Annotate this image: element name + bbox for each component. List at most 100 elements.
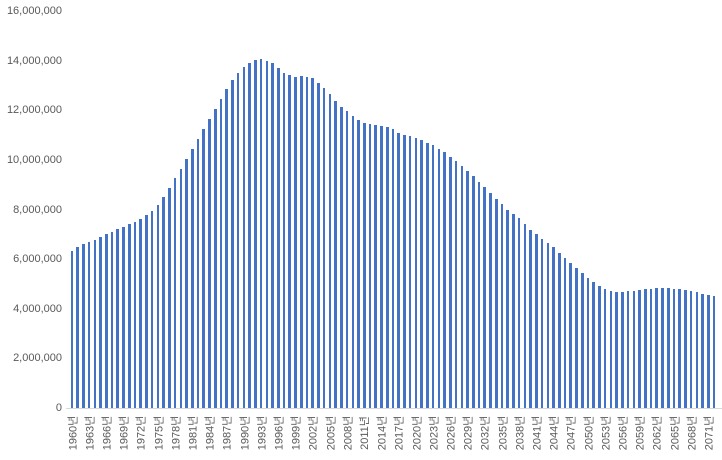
bar xyxy=(345,111,349,408)
bar xyxy=(483,187,487,408)
bar xyxy=(449,156,452,408)
bar xyxy=(426,142,429,408)
bar xyxy=(288,75,292,408)
bar xyxy=(133,221,137,408)
bar xyxy=(259,59,263,408)
bar xyxy=(294,76,297,408)
bar xyxy=(122,226,125,408)
y-tick-label: 6,000,000 xyxy=(13,253,62,266)
bar xyxy=(655,288,659,408)
y-tick-label: 0 xyxy=(55,402,62,414)
bar xyxy=(357,120,360,408)
bar xyxy=(254,60,257,408)
bar xyxy=(305,76,309,408)
bar xyxy=(454,161,458,408)
x-tick-label: 2071년 xyxy=(703,415,716,451)
bar xyxy=(598,285,601,408)
bar xyxy=(552,247,555,408)
bar xyxy=(443,152,446,408)
bar xyxy=(517,218,521,408)
bar xyxy=(477,181,481,408)
bar xyxy=(93,239,97,408)
bar xyxy=(689,290,693,408)
bar xyxy=(701,293,704,408)
bar xyxy=(202,128,206,408)
bar xyxy=(156,204,160,408)
y-tick-label: 12,000,000 xyxy=(6,104,62,117)
bar xyxy=(638,289,641,408)
bar xyxy=(466,171,469,408)
bar xyxy=(139,218,142,408)
bar xyxy=(150,210,154,408)
bar xyxy=(644,289,647,408)
bar xyxy=(626,291,630,408)
x-tick-wrap: 2071년 xyxy=(686,411,722,455)
bar xyxy=(190,148,194,408)
bar xyxy=(162,197,165,408)
bar xyxy=(282,72,286,408)
bar xyxy=(512,213,515,408)
bar xyxy=(678,289,682,408)
bar xyxy=(271,63,274,408)
bar xyxy=(231,80,234,408)
bar xyxy=(70,251,74,408)
bar xyxy=(277,68,280,408)
bar xyxy=(173,178,177,408)
bar xyxy=(311,77,314,408)
bar xyxy=(340,106,343,408)
bar xyxy=(145,215,148,408)
bar xyxy=(546,242,550,408)
bar xyxy=(471,176,475,408)
bar xyxy=(540,238,544,408)
bar xyxy=(219,99,223,408)
bar xyxy=(460,166,464,408)
bar xyxy=(385,127,389,408)
bar xyxy=(380,125,383,408)
bar xyxy=(236,73,240,408)
y-tick-label: 16,000,000 xyxy=(6,5,62,17)
bar xyxy=(242,66,246,408)
y-tick-label: 4,000,000 xyxy=(13,302,62,315)
bar xyxy=(563,257,567,408)
bar xyxy=(420,140,423,408)
bar xyxy=(299,75,303,408)
bar xyxy=(580,273,584,408)
bar xyxy=(523,223,527,408)
bar xyxy=(391,129,395,408)
bar xyxy=(397,132,401,408)
bar xyxy=(368,123,372,408)
bar xyxy=(672,288,676,408)
bar xyxy=(431,145,435,408)
bar xyxy=(265,60,269,408)
bar xyxy=(76,247,79,408)
bar xyxy=(116,229,120,408)
bar xyxy=(82,244,85,408)
bar xyxy=(535,234,538,408)
bar xyxy=(437,148,441,408)
bar xyxy=(179,168,183,408)
bar xyxy=(185,158,188,408)
bar xyxy=(168,188,171,408)
bar xyxy=(661,287,664,408)
bar xyxy=(248,62,251,408)
bar xyxy=(707,295,710,408)
bar xyxy=(500,204,504,408)
bar xyxy=(99,236,102,408)
bar xyxy=(558,252,561,408)
bar xyxy=(506,209,509,408)
bar xyxy=(603,288,607,408)
y-tick-label: 2,000,000 xyxy=(13,352,62,365)
bar xyxy=(403,135,406,408)
bar xyxy=(632,290,636,408)
bar xyxy=(87,241,91,408)
bar xyxy=(615,292,618,408)
bar xyxy=(196,138,200,408)
bar xyxy=(351,116,355,408)
y-tick-label: 8,000,000 xyxy=(13,203,62,216)
bar xyxy=(322,87,326,408)
bar xyxy=(649,288,653,408)
bar xyxy=(328,94,332,408)
bar xyxy=(489,193,492,408)
bar xyxy=(104,234,108,408)
bar xyxy=(408,135,412,408)
